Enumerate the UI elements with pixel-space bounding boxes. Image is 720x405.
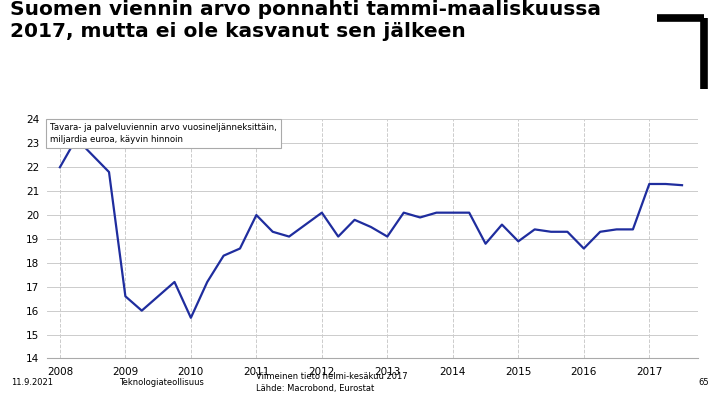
Text: 65: 65 xyxy=(698,378,709,387)
Text: Suomen viennin arvo ponnahti tammi-maaliskuussa
2017, mutta ei ole kasvanut sen : Suomen viennin arvo ponnahti tammi-maali… xyxy=(10,0,600,41)
Text: 11.9.2021: 11.9.2021 xyxy=(11,378,53,387)
Text: Viimeinen tieto helmi-kesäkuu 2017
Lähde: Macrobond, Eurostat: Viimeinen tieto helmi-kesäkuu 2017 Lähde… xyxy=(256,372,408,393)
Text: Tavara- ja palveluviennin arvo vuosineljänneksittäin,
miljardia euroa, käyvin hi: Tavara- ja palveluviennin arvo vuosinelj… xyxy=(50,123,276,144)
Text: Teknologiateollisuus: Teknologiateollisuus xyxy=(119,378,204,387)
